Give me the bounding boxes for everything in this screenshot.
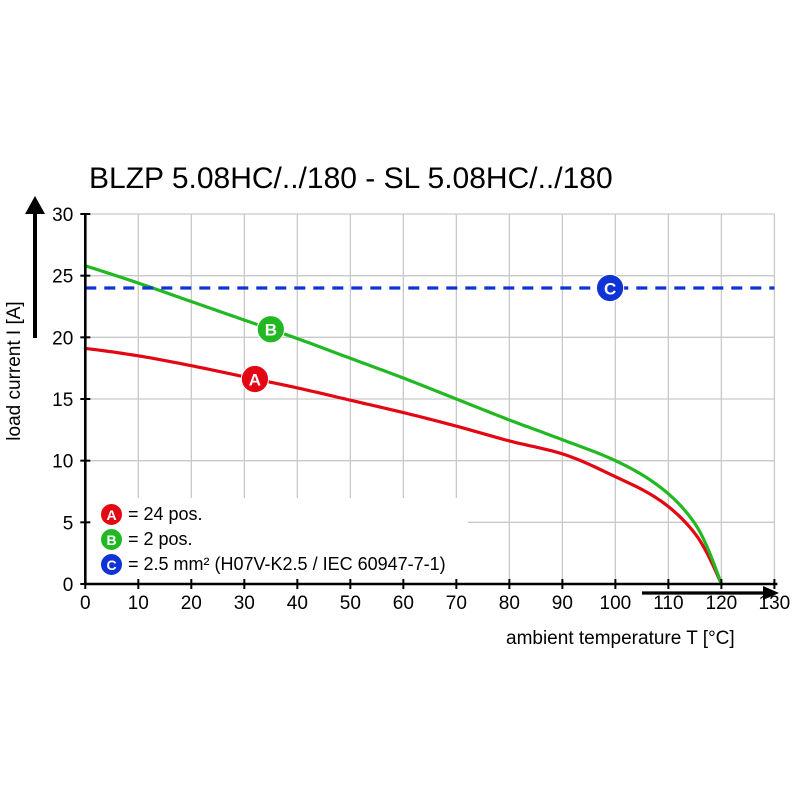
svg-text:10: 10 <box>128 593 149 614</box>
svg-text:15: 15 <box>52 390 73 411</box>
svg-text:60: 60 <box>393 593 414 614</box>
svg-text:30: 30 <box>52 205 73 226</box>
svg-text:5: 5 <box>63 513 74 534</box>
svg-text:40: 40 <box>287 593 308 614</box>
svg-text:0: 0 <box>63 575 74 596</box>
svg-text:50: 50 <box>340 593 361 614</box>
svg-text:0: 0 <box>80 593 91 614</box>
svg-text:25: 25 <box>52 267 73 288</box>
svg-text:120: 120 <box>706 593 738 614</box>
svg-text:100: 100 <box>600 593 632 614</box>
svg-text:110: 110 <box>653 593 683 614</box>
svg-text:70: 70 <box>446 593 467 614</box>
svg-text:10: 10 <box>52 452 73 473</box>
svg-text:130: 130 <box>759 593 791 614</box>
svg-text:A: A <box>249 371 261 390</box>
svg-text:90: 90 <box>552 593 573 614</box>
svg-text:30: 30 <box>234 593 255 614</box>
svg-text:20: 20 <box>181 593 202 614</box>
svg-text:80: 80 <box>499 593 520 614</box>
svg-text:20: 20 <box>52 328 73 349</box>
svg-text:C: C <box>604 280 616 299</box>
svg-text:B: B <box>265 321 277 340</box>
